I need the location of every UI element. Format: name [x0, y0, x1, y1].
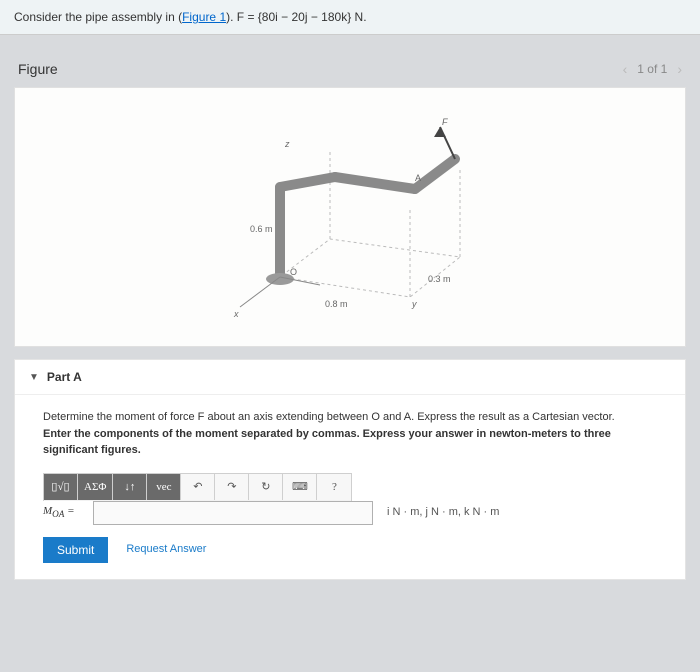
part-a-label: Part A	[47, 370, 82, 384]
undo-button[interactable]: ↶	[181, 474, 215, 500]
subsup-button[interactable]: ↓↑	[113, 474, 147, 500]
axis-z-label: z	[284, 139, 290, 149]
request-answer-link[interactable]: Request Answer	[126, 541, 206, 558]
figure-header: Figure ‹ 1 of 1 ›	[14, 55, 686, 83]
pager-next-icon[interactable]: ›	[677, 61, 682, 77]
problem-prefix: Consider the pipe assembly in (	[14, 10, 182, 24]
part-instructions: Determine the moment of force F about an…	[43, 409, 657, 459]
keyboard-button[interactable]: ⌨	[283, 474, 317, 500]
figure-image: 0.6 m 0.8 m 0.3 m O A F x y z	[14, 87, 686, 347]
origin-label: O	[290, 267, 297, 277]
problem-statement: Consider the pipe assembly in (Figure 1)…	[0, 0, 700, 35]
caret-down-icon: ▼	[29, 372, 39, 383]
units-label: i N · m, j N · m, k N · m	[387, 504, 499, 521]
forceF-label: F	[442, 117, 448, 127]
instruction-line2: Enter the components of the moment separ…	[43, 426, 657, 459]
redo-button[interactable]: ↷	[215, 474, 249, 500]
instruction-line1: Determine the moment of force F about an…	[43, 409, 657, 426]
pager-prev-icon[interactable]: ‹	[623, 61, 628, 77]
dim-y-label: 0.3 m	[428, 274, 451, 284]
axis-y-label: y	[411, 299, 417, 309]
problem-suffix: ). F = {80i − 20j − 180k} N.	[226, 10, 366, 24]
axis-x-label: x	[233, 309, 239, 319]
vec-button[interactable]: vec	[147, 474, 181, 500]
moa-label: MOA =	[43, 503, 85, 522]
dim-z-label: 0.6 m	[250, 224, 273, 234]
pointA-label: A	[415, 173, 421, 183]
submit-button[interactable]: Submit	[43, 537, 108, 563]
part-a-header[interactable]: ▼ Part A	[15, 360, 685, 395]
figure-title: Figure	[18, 61, 58, 77]
templates-button[interactable]: ▯√▯	[44, 474, 78, 500]
answer-toolbar: ▯√▯ ΑΣΦ ↓↑ vec ↶ ↷ ↻ ⌨ ?	[43, 473, 352, 501]
answer-input[interactable]	[93, 501, 373, 525]
pager-text: 1 of 1	[637, 62, 667, 76]
figure-pager: ‹ 1 of 1 ›	[623, 61, 682, 77]
dim-x-label: 0.8 m	[325, 299, 348, 309]
part-a-section: ▼ Part A Determine the moment of force F…	[14, 359, 686, 580]
figure-link[interactable]: Figure 1	[182, 10, 226, 24]
greek-button[interactable]: ΑΣΦ	[78, 474, 113, 500]
help-button[interactable]: ?	[317, 474, 351, 500]
reset-button[interactable]: ↻	[249, 474, 283, 500]
